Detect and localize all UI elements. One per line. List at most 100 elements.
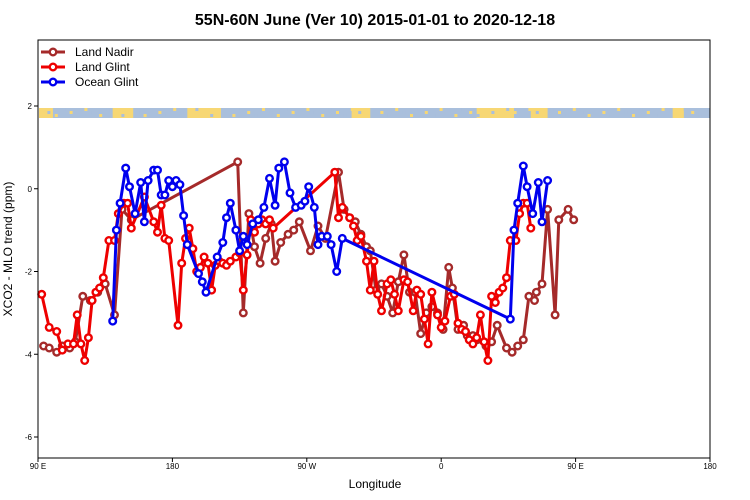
data-point [537,279,547,289]
data-point [72,310,82,320]
band-speckle [632,114,635,117]
data-point [233,157,243,167]
data-point [472,333,482,343]
data-point [255,258,265,268]
band-speckle [550,108,554,111]
band-speckle [535,111,539,114]
data-point [76,339,86,349]
data-point [193,269,203,279]
data-point [225,256,235,266]
data-point [513,198,523,208]
data-point [393,306,403,316]
data-point [337,202,347,212]
data-point [253,215,263,225]
band-speckle [461,108,465,111]
band-speckle [62,108,66,111]
data-point [554,215,564,225]
band-speckle [106,108,110,111]
legend-swatch-marker [48,62,58,72]
data-point [537,217,547,227]
data-point [505,314,515,324]
surface-type-band [39,108,710,118]
data-point [160,190,170,200]
band-speckle [69,111,73,114]
band-speckle [321,114,325,117]
band-speckle [350,108,354,111]
x-axis: 90 E 180 90 W 0 90 E 180 [30,458,717,471]
band-speckle [217,108,221,111]
band-speckle [151,108,154,111]
data-point [294,217,304,227]
data-point [427,287,437,297]
band-ocean [370,108,477,118]
x-tick-label: 90 E [30,462,46,471]
data-point [270,200,280,210]
band-speckle [513,111,517,114]
data-point [369,256,379,266]
band-ocean [220,108,352,118]
data-point [490,298,500,308]
band-speckle [543,114,547,117]
band-speckle [424,111,428,114]
band-speckle [284,108,288,111]
data-point [309,202,319,212]
data-point [502,273,512,283]
data-point [238,308,248,318]
band-speckle [572,108,576,111]
legend-label: Land Nadir [75,45,134,59]
data-point [440,316,450,326]
band-speckle [269,111,273,114]
band-speckle [447,111,450,114]
data-point [300,196,310,206]
data-point [261,233,271,243]
band-speckle [469,111,473,114]
series-land-glint [37,167,536,366]
data-point [403,277,413,287]
data-point [130,209,140,219]
band-speckle [683,108,687,111]
x-axis-label: Longitude [349,477,402,491]
data-point [419,314,429,324]
data-point [373,289,383,299]
data-point [289,225,299,235]
legend-swatch-marker [48,47,58,57]
band-speckle [77,114,80,117]
data-point [461,327,471,337]
band-speckle [276,114,280,117]
data-point [231,225,241,235]
data-point [334,213,344,223]
band-speckle [180,111,184,114]
band-speckle [247,111,251,114]
data-point [124,182,134,192]
band-speckle [654,114,658,117]
data-point [502,343,512,353]
data-point [218,237,228,247]
band-speckle [128,108,132,111]
data-point [175,180,185,190]
data-point [156,200,166,210]
data-point [87,296,97,306]
legend-label: Ocean Glint [75,75,139,89]
band-speckle [210,114,214,117]
data-point [483,356,493,366]
data-point [201,287,211,297]
band-speckle [454,114,458,117]
data-point [139,217,149,227]
data-point [433,310,443,320]
band-speckle [646,111,650,114]
data-point [453,318,463,328]
data-point [242,250,252,260]
data-point [95,283,105,293]
band-speckle [232,114,236,117]
y-tick-label: 0 [28,185,33,194]
data-point [563,204,573,214]
data-point [313,240,323,250]
data-point [524,291,534,301]
data-point [543,175,553,185]
band-speckle [484,108,487,111]
data-point [57,345,67,355]
band-speckle [254,114,258,117]
band-speckle [528,108,532,111]
band-speckle [188,114,191,117]
